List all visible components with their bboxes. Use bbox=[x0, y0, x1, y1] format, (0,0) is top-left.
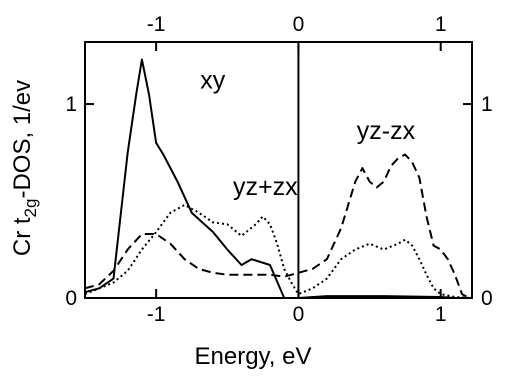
x-tick-label-bottom: 1 bbox=[435, 303, 447, 326]
x-axis-title: Energy, eV bbox=[195, 343, 312, 370]
x-tick-label-top: -1 bbox=[147, 13, 166, 36]
axis-ticks bbox=[85, 42, 472, 299]
curve-annotations: xy yz+zx yz-zx bbox=[200, 67, 415, 202]
tick-labels: -1 0 1 -1 0 1 0 1 0 1 bbox=[65, 13, 492, 326]
y-tick-label-right: 0 bbox=[481, 287, 493, 310]
x-tick-label-top: 0 bbox=[293, 13, 305, 36]
annotation-xy: xy bbox=[200, 67, 226, 95]
series-yz-zx bbox=[84, 153, 470, 299]
y-tick-label-right: 1 bbox=[481, 93, 493, 116]
x-tick-label-top: 1 bbox=[435, 13, 447, 36]
y-axis-title: Cr t2g-DOS, 1/ev bbox=[9, 80, 40, 256]
annotation-yz-zx: yz-zx bbox=[357, 117, 416, 145]
x-tick-label-bottom: 0 bbox=[293, 303, 305, 326]
dos-curves bbox=[84, 58, 473, 299]
x-tick-label-bottom: -1 bbox=[147, 303, 166, 326]
y-tick-label-left: 1 bbox=[65, 93, 77, 116]
series-xy bbox=[84, 58, 472, 299]
y-tick-label-left: 0 bbox=[65, 287, 77, 310]
plot-area bbox=[84, 41, 473, 299]
plot-frame bbox=[84, 41, 473, 299]
annotation-yzpluszx: yz+zx bbox=[233, 173, 298, 201]
